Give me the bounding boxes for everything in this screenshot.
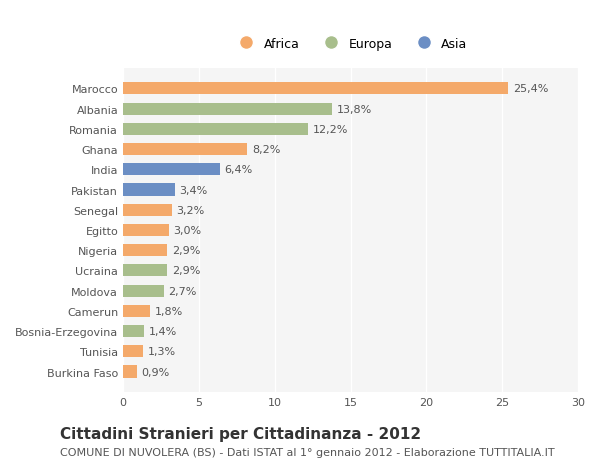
- Text: 13,8%: 13,8%: [337, 104, 372, 114]
- Bar: [123, 265, 167, 277]
- Legend: Africa, Europa, Asia: Africa, Europa, Asia: [229, 33, 472, 56]
- Bar: [123, 123, 308, 136]
- Text: 2,9%: 2,9%: [172, 266, 200, 276]
- Bar: [123, 224, 169, 236]
- Bar: [123, 103, 332, 116]
- Text: 8,2%: 8,2%: [252, 145, 280, 155]
- Text: 3,2%: 3,2%: [176, 205, 205, 215]
- Text: 1,3%: 1,3%: [148, 347, 175, 357]
- Bar: [123, 366, 137, 378]
- Bar: [123, 305, 151, 317]
- Bar: [123, 325, 145, 337]
- Bar: [123, 346, 143, 358]
- Text: 12,2%: 12,2%: [313, 124, 348, 134]
- Text: 3,4%: 3,4%: [179, 185, 208, 195]
- Bar: [123, 164, 220, 176]
- Text: 25,4%: 25,4%: [513, 84, 548, 94]
- Bar: [123, 144, 247, 156]
- Bar: [123, 245, 167, 257]
- Text: 1,4%: 1,4%: [149, 326, 177, 336]
- Text: Cittadini Stranieri per Cittadinanza - 2012: Cittadini Stranieri per Cittadinanza - 2…: [60, 425, 421, 441]
- Text: 6,4%: 6,4%: [225, 165, 253, 175]
- Bar: [123, 285, 164, 297]
- Text: COMUNE DI NUVOLERA (BS) - Dati ISTAT al 1° gennaio 2012 - Elaborazione TUTTITALI: COMUNE DI NUVOLERA (BS) - Dati ISTAT al …: [60, 447, 554, 457]
- Text: 1,8%: 1,8%: [155, 306, 183, 316]
- Bar: [123, 204, 172, 216]
- Text: 3,0%: 3,0%: [173, 225, 201, 235]
- Text: 2,7%: 2,7%: [169, 286, 197, 296]
- Bar: [123, 184, 175, 196]
- Text: 0,9%: 0,9%: [142, 367, 170, 377]
- Bar: [123, 83, 508, 95]
- Text: 2,9%: 2,9%: [172, 246, 200, 256]
